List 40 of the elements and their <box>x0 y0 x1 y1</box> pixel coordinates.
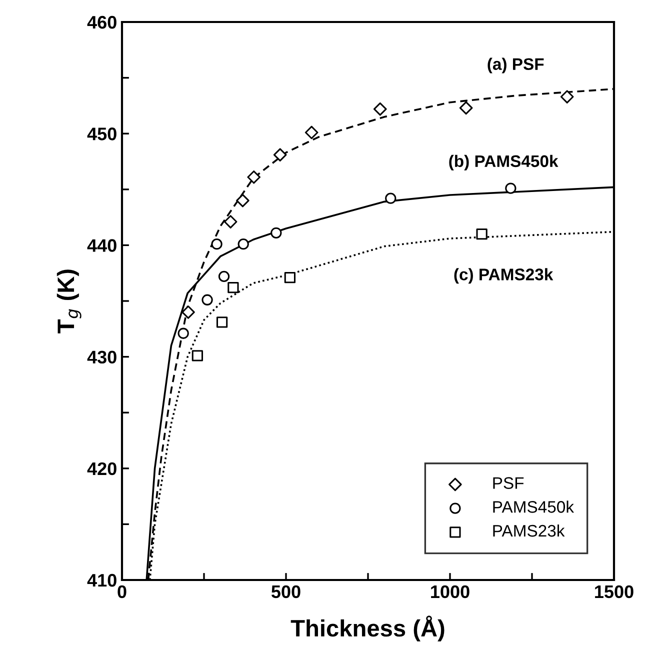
point <box>238 238 249 250</box>
x-tick-label: 1000 <box>431 585 470 598</box>
point <box>284 272 296 284</box>
legend-label: PSF <box>493 477 524 489</box>
point <box>373 102 387 116</box>
point <box>182 306 195 319</box>
point <box>216 316 228 328</box>
point <box>202 294 213 306</box>
y-tick-label: 420 <box>87 462 116 476</box>
point <box>273 148 287 162</box>
y-axis-title: T$_{g}$ (K) <box>56 270 82 334</box>
annotation: (b) PAMS450k <box>449 154 558 170</box>
legend-label: PAMS450k <box>493 500 574 513</box>
point <box>192 350 204 362</box>
point <box>218 270 230 282</box>
point <box>476 228 488 240</box>
y-tick-label: 450 <box>87 128 116 140</box>
point <box>236 194 250 208</box>
x-tick-label: 0 <box>118 585 126 598</box>
point <box>247 170 261 184</box>
point <box>178 328 189 339</box>
point <box>211 238 222 250</box>
annotation: (c) PAMS23k <box>454 268 554 284</box>
point <box>270 227 282 238</box>
point <box>228 282 239 294</box>
y-tick-label: 410 <box>87 574 116 587</box>
y-tick-label: 440 <box>87 239 116 252</box>
x-tick-label: 1500 <box>595 585 634 598</box>
point <box>505 182 516 194</box>
point <box>459 101 473 115</box>
x-tick-label: 500 <box>271 585 300 598</box>
legend-label: PAMS23k <box>493 524 565 537</box>
y-tick-label: 460 <box>87 16 116 29</box>
point <box>385 192 396 204</box>
y-tick-label: 430 <box>87 350 116 364</box>
point <box>224 215 238 228</box>
annotation: (a) PSF <box>488 58 544 74</box>
point <box>560 90 574 104</box>
point <box>304 126 318 140</box>
x-axis-title: Thickness (Å) <box>290 616 444 642</box>
